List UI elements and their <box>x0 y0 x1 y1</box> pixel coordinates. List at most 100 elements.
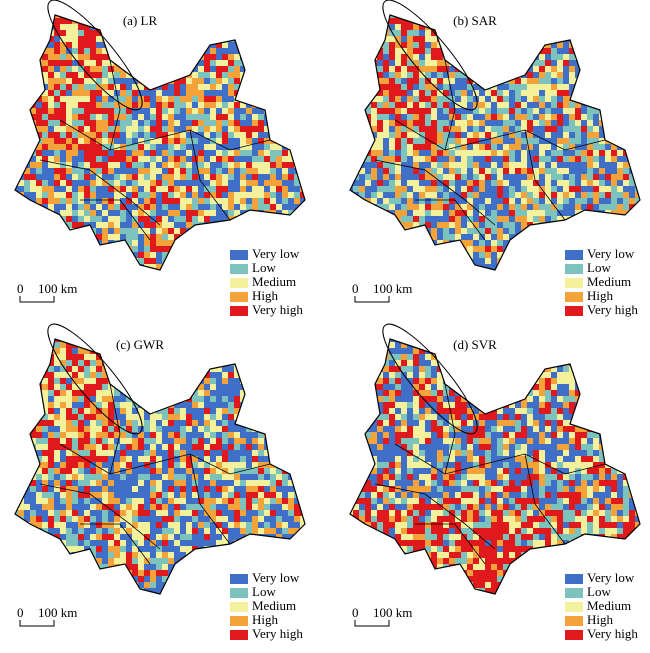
map-cell <box>419 240 426 247</box>
map-cell <box>605 156 612 163</box>
map-cell <box>569 204 576 211</box>
map-cell <box>126 48 133 55</box>
map-cell <box>90 54 97 61</box>
map-cell <box>12 336 19 343</box>
map-cell <box>72 144 79 151</box>
map-cell <box>78 180 85 187</box>
map-cell <box>635 66 642 73</box>
map-cell <box>629 216 636 223</box>
map-cell <box>611 192 618 199</box>
map-cell <box>276 72 283 79</box>
map-cell <box>264 156 271 163</box>
map-cell <box>150 252 157 259</box>
map-cell <box>401 180 408 187</box>
map-cell <box>24 222 31 229</box>
map-cell <box>479 114 486 121</box>
map-cell <box>539 90 546 97</box>
map-cell <box>156 258 163 265</box>
map-cell <box>120 252 127 259</box>
map-cell <box>557 48 564 55</box>
map-cell <box>617 198 624 205</box>
map-cell <box>36 36 43 43</box>
map-cell <box>252 126 259 133</box>
map-cell <box>425 114 432 121</box>
map-cell <box>210 210 217 217</box>
map-cell <box>491 150 498 157</box>
map-cell <box>240 84 247 91</box>
map-cell <box>114 180 121 187</box>
map-cell <box>413 150 420 157</box>
map-cell <box>222 270 229 277</box>
map-cell <box>306 216 313 223</box>
map-cell <box>108 216 115 223</box>
map-cell <box>467 198 474 205</box>
map-cell <box>30 78 37 85</box>
map-cell <box>192 78 199 85</box>
map-cell <box>42 66 49 73</box>
map-cell <box>395 228 402 235</box>
map-cell <box>108 204 115 211</box>
map-cell <box>635 150 642 157</box>
map-cell <box>198 264 205 271</box>
map-cell <box>18 240 25 247</box>
map-cell <box>18 468 25 475</box>
map-cell <box>419 246 426 253</box>
map-cell <box>294 150 301 157</box>
map-cell <box>150 174 157 181</box>
map-cell <box>629 96 636 103</box>
map-cell <box>533 30 540 37</box>
map-cell <box>641 48 648 55</box>
map-cell <box>18 252 25 259</box>
map-cell <box>587 228 594 235</box>
map-cell <box>306 252 313 259</box>
map-cell <box>533 24 540 31</box>
map-cell <box>162 102 169 109</box>
map-cell <box>635 36 642 43</box>
map-cell <box>617 126 624 133</box>
map-cell <box>347 222 354 229</box>
map-cell <box>54 132 61 139</box>
map-cell <box>192 240 199 247</box>
map-cell <box>150 114 157 121</box>
map-cell <box>30 498 37 505</box>
map-cell <box>162 72 169 79</box>
map-cell <box>198 144 205 151</box>
map-cell <box>611 78 618 85</box>
map-cell <box>605 114 612 121</box>
map-cell <box>210 174 217 181</box>
map-cell <box>12 588 19 595</box>
map-cell <box>359 204 366 211</box>
map-cell <box>587 84 594 91</box>
map-cell <box>96 150 103 157</box>
map-cell <box>18 384 25 391</box>
map-cell <box>72 456 79 463</box>
map-cell <box>126 156 133 163</box>
map-cell <box>42 474 49 481</box>
map-cell <box>533 240 540 247</box>
map-cell <box>72 258 79 265</box>
map-cell <box>407 174 414 181</box>
map-cell <box>186 168 193 175</box>
map-cell <box>96 168 103 175</box>
map-cell <box>102 18 109 25</box>
map-cell <box>138 180 145 187</box>
map-cell <box>36 12 43 19</box>
map-cell <box>120 108 127 115</box>
map-cell <box>30 414 37 421</box>
map-cell <box>162 192 169 199</box>
map-cell <box>288 42 295 49</box>
map-cell <box>168 12 175 19</box>
map-cell <box>48 564 55 571</box>
map-cell <box>102 222 109 229</box>
map-cell <box>144 30 151 37</box>
map-cell <box>300 216 307 223</box>
map-cell <box>383 114 390 121</box>
map-cell <box>90 78 97 85</box>
legend-label: High <box>252 288 279 303</box>
map-cell <box>503 36 510 43</box>
map-cell <box>192 264 199 271</box>
map-cell <box>294 156 301 163</box>
map-cell <box>198 222 205 229</box>
map-cell <box>569 18 576 25</box>
map-cell <box>42 504 49 511</box>
